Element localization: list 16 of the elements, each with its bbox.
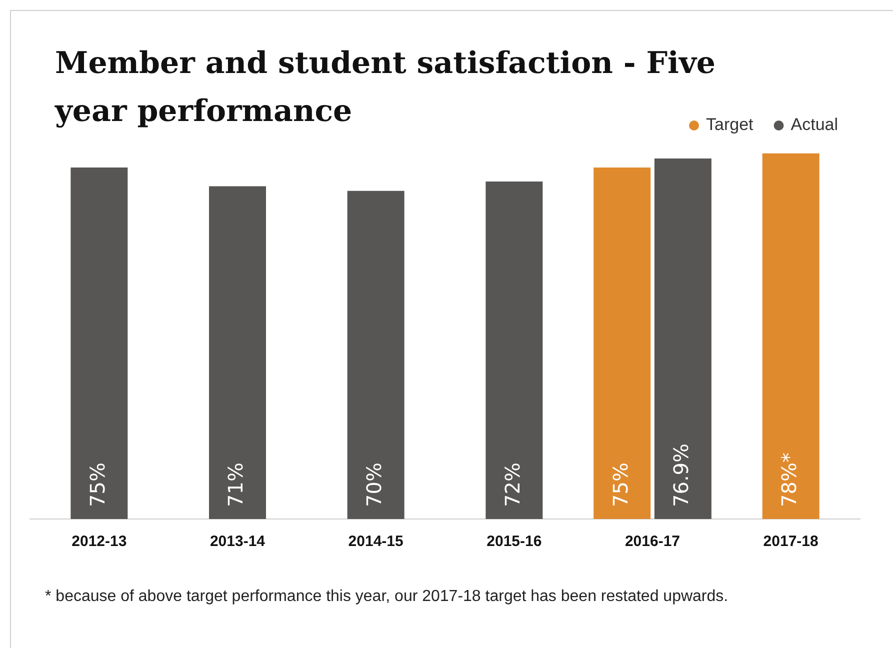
data-label: 70%: [362, 462, 386, 507]
data-label: 75%: [608, 462, 632, 507]
data-label: 76.9%: [669, 443, 694, 507]
x-tick-label: 2014-15: [348, 533, 404, 550]
legend-label: Target: [706, 115, 754, 134]
data-label: 75%: [85, 462, 110, 507]
data-label: 71%: [224, 462, 248, 507]
x-tick-label: 2017-18: [763, 533, 818, 550]
text: * because of above target performance this year, our 2017-18 target has been restated upwards.: [45, 588, 728, 606]
x-tick-label: 2015-16: [486, 533, 542, 550]
data-label: 72%: [500, 462, 524, 507]
legend-label: Actual: [790, 115, 838, 134]
x-tick-label: 2016-17: [624, 533, 680, 550]
x-tick-label: 2013-14: [210, 533, 266, 550]
x-tick-label: 2012-13: [72, 533, 127, 550]
data-label: 78%*: [777, 452, 802, 507]
